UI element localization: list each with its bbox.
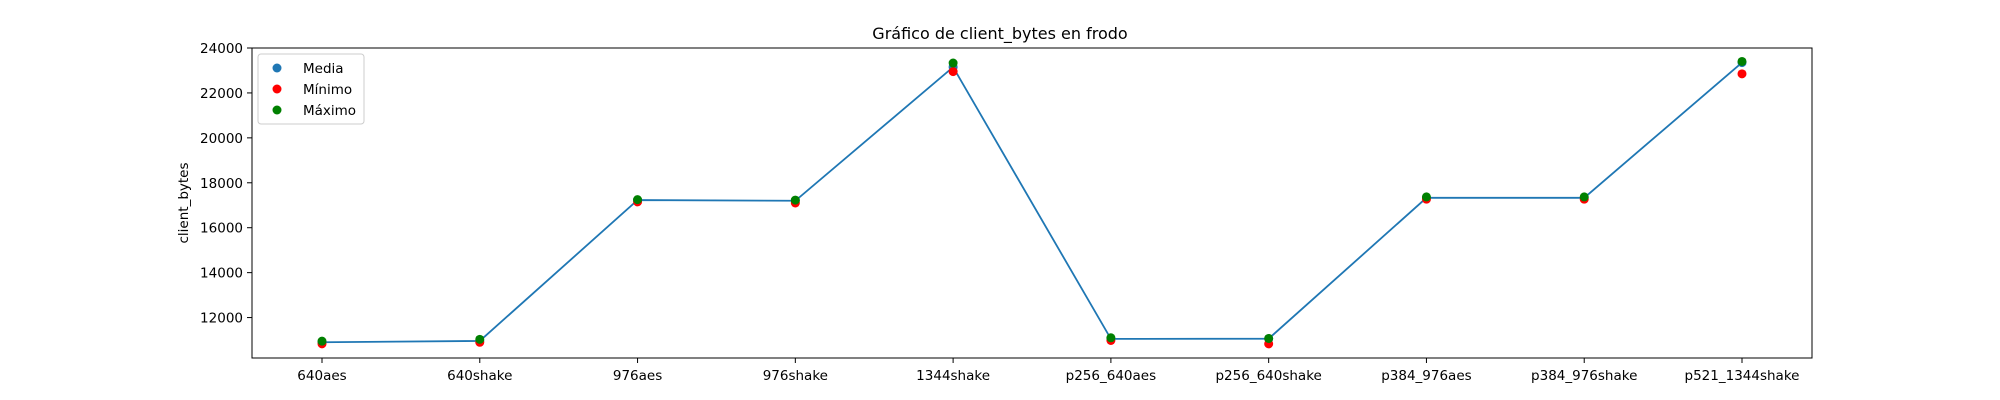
plot-area: [251, 47, 1813, 359]
y-tick-label: 22000: [200, 86, 243, 102]
x-tick-label: 976shake: [763, 368, 828, 384]
point-maximo: [1106, 333, 1116, 343]
point-maximo: [1737, 56, 1747, 66]
series-layer: [317, 56, 1747, 349]
x-tick-label: p384_976shake: [1531, 368, 1637, 384]
legend-label-minimo: Mínimo: [303, 82, 352, 98]
x-tick-label: p521_1344shake: [1685, 368, 1800, 384]
y-tick-label: 16000: [200, 221, 243, 237]
point-minimo: [948, 67, 958, 77]
chart-title: Gráfico de client_bytes en frodo: [872, 24, 1127, 44]
legend-marker-maximo: [272, 105, 282, 115]
y-tick-label: 18000: [200, 176, 243, 192]
legend: Media Mínimo Máximo: [257, 53, 365, 125]
point-maximo: [1264, 333, 1274, 343]
point-maximo: [317, 336, 327, 346]
x-axis: 640aes 640shake 976aes 976shake 1344shake p25…: [297, 358, 1799, 384]
y-tick-label: 20000: [200, 131, 243, 147]
y-tick-label: 24000: [200, 41, 243, 57]
legend-marker-media: [272, 63, 282, 73]
x-tick-label: 1344shake: [916, 368, 990, 384]
legend-label-media: Media: [303, 61, 344, 77]
point-maximo: [1421, 192, 1431, 202]
legend-marker-minimo: [272, 84, 282, 94]
y-axis: 12000 14000 16000 18000 20000 22000 24000: [200, 41, 252, 327]
point-maximo: [948, 58, 958, 68]
x-tick-label: p256_640aes: [1066, 368, 1156, 384]
point-maximo: [790, 195, 800, 205]
x-tick-label: p256_640shake: [1215, 368, 1321, 384]
point-maximo: [475, 334, 485, 344]
y-axis-label: client_bytes: [176, 162, 192, 243]
x-tick-label: 640aes: [297, 368, 346, 384]
series-line-media: [321, 61, 1743, 344]
legend-box: [257, 53, 365, 125]
x-tick-label: 640shake: [447, 368, 512, 384]
x-tick-label: p384_976aes: [1381, 368, 1471, 384]
point-maximo: [633, 195, 643, 205]
x-tick-label: 976aes: [613, 368, 662, 384]
legend-label-maximo: Máximo: [303, 103, 356, 119]
y-tick-label: 12000: [200, 311, 243, 327]
y-tick-label: 14000: [200, 266, 243, 282]
point-maximo: [1579, 192, 1589, 202]
point-minimo: [1737, 69, 1747, 79]
